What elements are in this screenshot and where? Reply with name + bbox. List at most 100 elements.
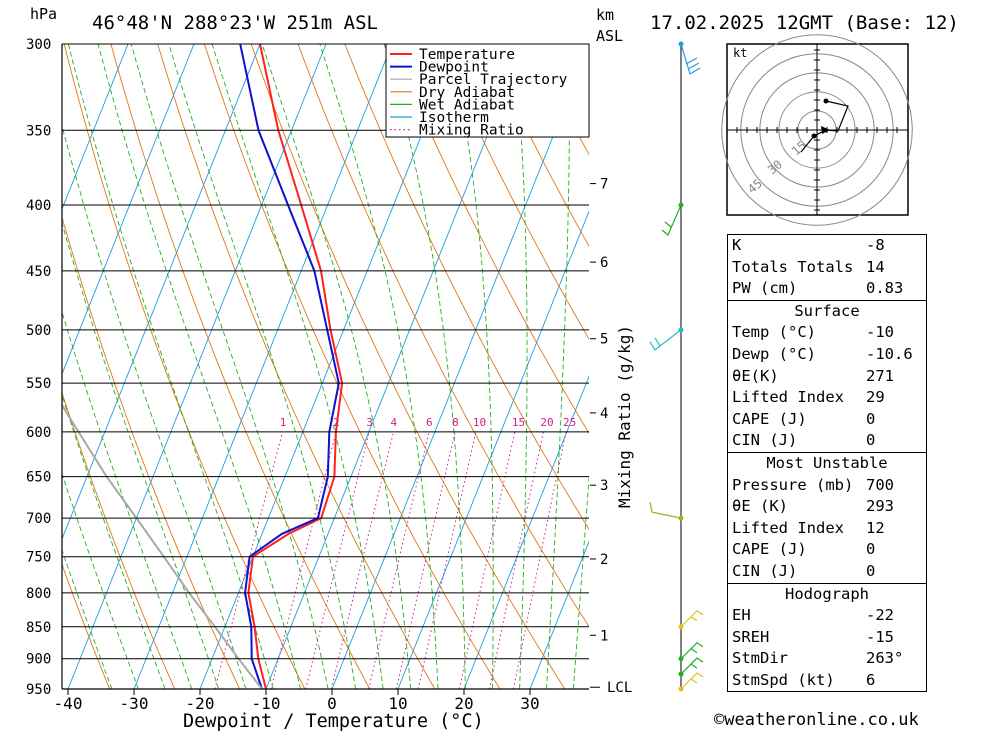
x-tick-label: -10 [252, 694, 281, 713]
wind-barb [680, 43, 701, 75]
k-label: K [732, 236, 742, 254]
mu-row: CAPE (J) 0 [728, 539, 926, 561]
mixing-ratio-label: 15 [512, 416, 525, 429]
x-axis-label: Dewpoint / Temperature (°C) [183, 711, 484, 732]
wind-barb-path [649, 329, 682, 351]
wind-barb-path [680, 609, 704, 628]
hodograph-point [811, 133, 817, 139]
mu-value: 293 [866, 497, 894, 516]
legend-entry: Dry Adiabat [419, 85, 515, 101]
km-tick-label: 7 [600, 177, 608, 193]
wet-adiabat-line [62, 393, 166, 689]
hodo-label: EH [732, 606, 751, 625]
mixing-ratio-line [513, 431, 567, 689]
storm-motion-marker [821, 126, 830, 134]
legend-entry: Parcel Trajectory [419, 72, 568, 88]
totals-row: Totals Totals 14 [728, 257, 926, 279]
isotherm-line [529, 540, 589, 689]
mixing-ratio-label: 1 [280, 416, 287, 429]
wind-barb-path [680, 672, 704, 690]
x-tick-label: 20 [454, 694, 473, 713]
lcl-label: LCL [607, 680, 632, 696]
series-parcel-trajectory [62, 403, 263, 689]
datetime-title: 17.02.2025 12GMT (Base: 12) [650, 12, 959, 34]
isotherm-line [133, 44, 393, 689]
mixing-ratio-line [417, 431, 477, 689]
x-tick-label: -30 [120, 694, 149, 713]
mu-row: θE (K) 293 [728, 496, 926, 518]
surface-label: Lifted Index [732, 388, 844, 407]
copyright-footer[interactable]: ©weatheronline.co.uk [714, 710, 919, 730]
surface-value: -10 [866, 323, 894, 342]
mixing-ratio-line [214, 431, 284, 689]
wet-adiabat-line [546, 44, 571, 689]
hodo-label: StmSpd (kt) [732, 670, 835, 689]
pressure-tick-label: 950 [26, 682, 51, 698]
pressure-tick-label: 350 [26, 123, 51, 139]
legend-box [385, 43, 590, 138]
km-tick-label: 4 [600, 406, 608, 422]
surface-value: 271 [866, 366, 894, 385]
dry-adiabat-line [391, 44, 589, 435]
wet-adiabat-line [168, 44, 357, 689]
indices-box: K -8 Totals Totals 14 PW (cm) 0.83 [727, 234, 927, 301]
wind-barb-path [680, 657, 704, 675]
pressure-tick-label: 450 [26, 264, 51, 280]
wet-adiabat-line [513, 44, 528, 689]
surface-label: Dewp (°C) [732, 344, 816, 363]
dry-adiabat-line [484, 44, 589, 248]
wet-adiabat-line [62, 548, 113, 689]
hodo-value: 263° [866, 649, 904, 668]
totals-value: 14 [866, 257, 885, 276]
hodo-label: SREH [732, 627, 770, 646]
wind-barb-path [649, 502, 682, 519]
hodo-value: -15 [866, 627, 894, 646]
mixing-ratio-line [305, 431, 370, 689]
surface-value: 29 [866, 388, 885, 407]
pressure-tick-label: 850 [26, 620, 51, 636]
mixing-ratio-line [489, 431, 544, 689]
dry-adiabat-line [203, 44, 501, 689]
surface-row: CAPE (J) 0 [728, 409, 926, 431]
legend-entry: Isotherm [419, 110, 489, 126]
dry-adiabat-line [110, 44, 371, 689]
wet-adiabat-line [62, 310, 193, 689]
surface-label: CAPE (J) [732, 409, 807, 428]
surface-label: Temp (°C) [732, 323, 816, 342]
hodograph-trace [800, 100, 849, 153]
isotherm-line [67, 44, 327, 689]
mu-row: Lifted Index 12 [728, 518, 926, 540]
mu-label: CIN (J) [732, 561, 798, 580]
most-unstable-box: Most Unstable Pressure (mb) 700 θE (K) 293… [727, 452, 927, 584]
dry-adiabat-line [63, 44, 306, 689]
hodo-value: 6 [866, 670, 876, 689]
dry-adiabat-line [62, 563, 111, 689]
surface-label: θE(K) [732, 366, 779, 385]
pressure-tick-label: 650 [26, 470, 51, 486]
mu-value: 0 [866, 561, 876, 580]
wet-adiabat-line [62, 472, 139, 689]
wind-barb-path [680, 641, 704, 660]
wind-barb-path [680, 43, 701, 75]
wind-barb-path [661, 204, 682, 236]
wet-adiabat-line [62, 221, 220, 689]
mixing-ratio-axis-label: Mixing Ratio (g/kg) [615, 325, 634, 508]
wind-barb [680, 672, 704, 690]
dry-adiabat-line [62, 215, 241, 689]
wind-barb [649, 502, 682, 519]
km-tick-label: 2 [600, 552, 608, 568]
mixing-ratio-label: 4 [391, 416, 398, 429]
km-tick-label: 6 [600, 255, 608, 271]
dry-adiabat-line [62, 391, 176, 689]
isotherm-line [62, 44, 261, 541]
pressure-tick-label: 550 [26, 376, 51, 392]
wet-adiabat-line [383, 44, 466, 689]
series-dewpoint [239, 44, 340, 689]
pressure-tick-label: 900 [26, 652, 51, 668]
hodo-row: StmSpd (kt) 6 [728, 670, 926, 692]
isotherm-line [463, 375, 589, 689]
isotherm-line [62, 44, 195, 376]
pressure-tick-label: 750 [26, 550, 51, 566]
mixing-ratio-label: 6 [426, 416, 433, 429]
